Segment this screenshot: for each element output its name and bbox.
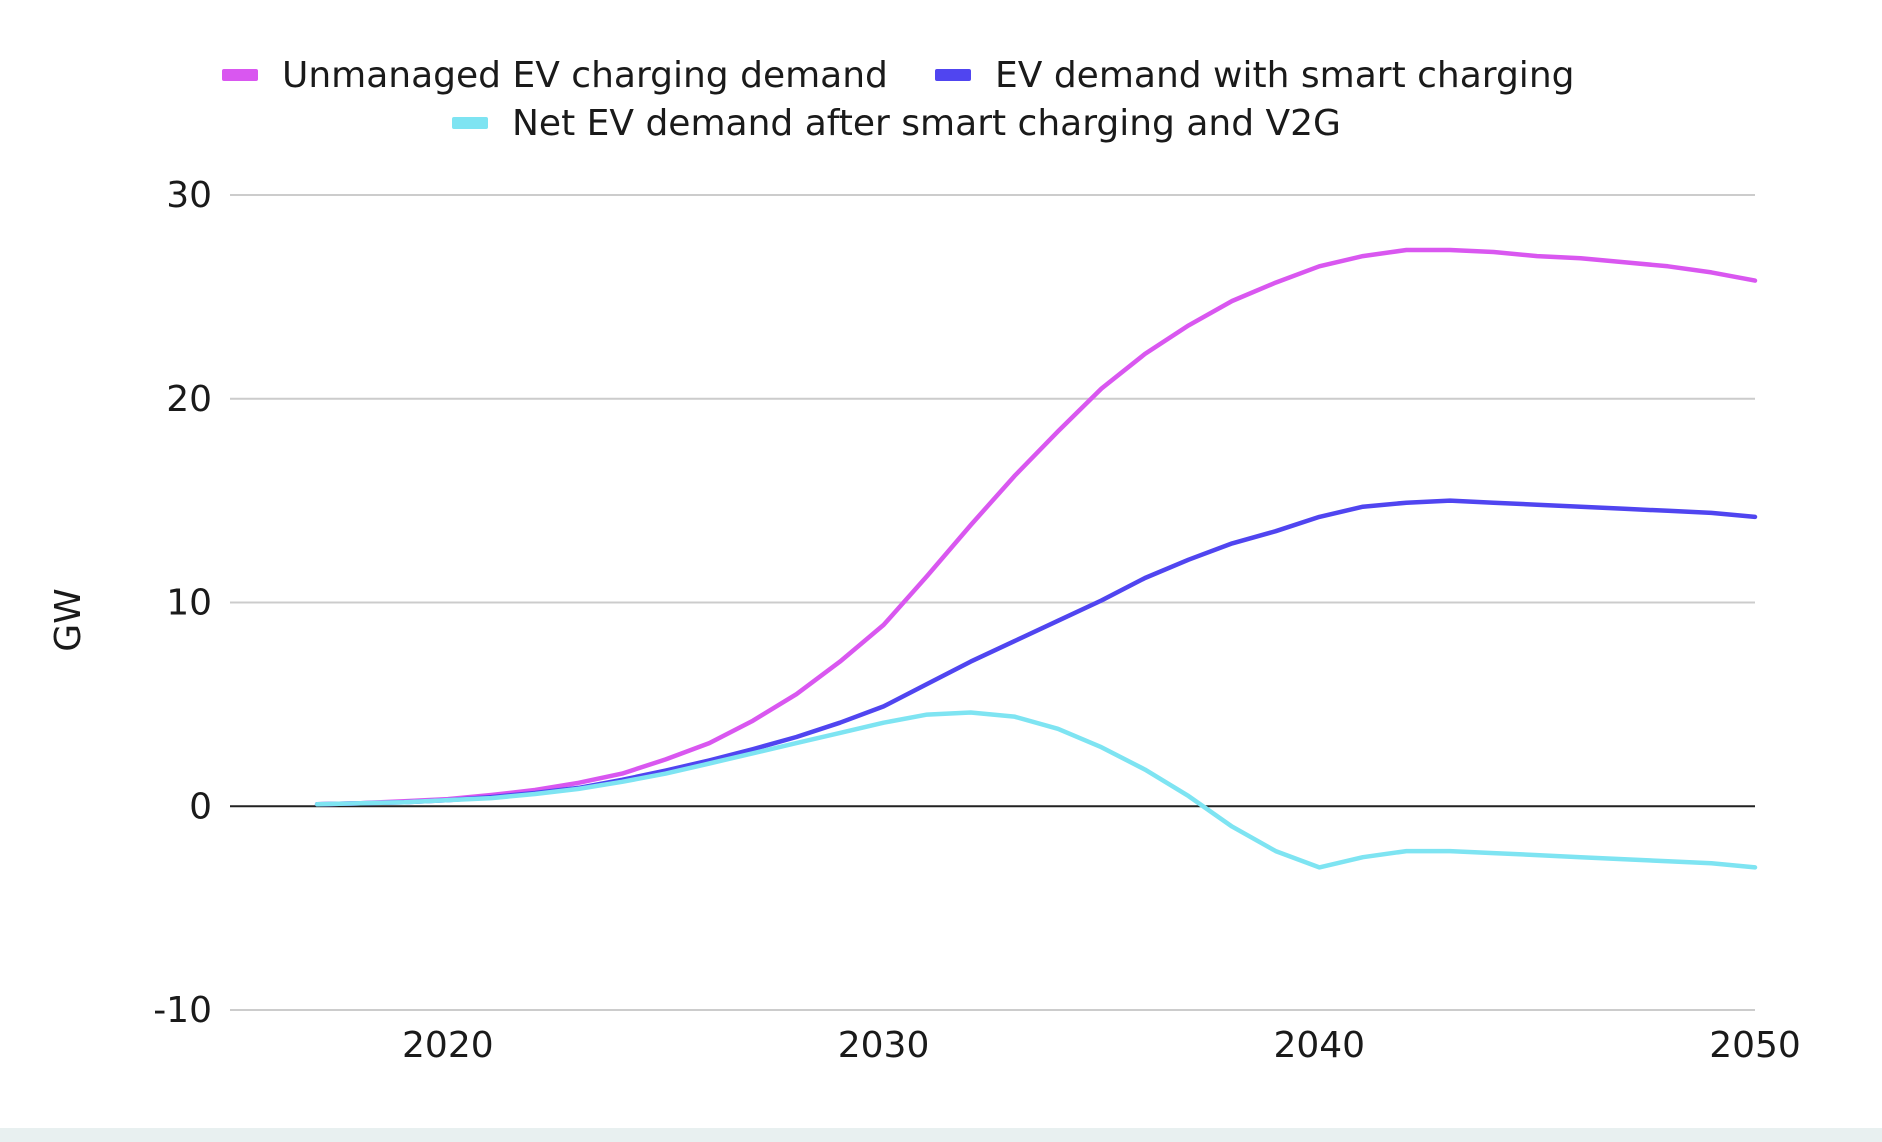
legend: Unmanaged EV charging demand EV demand wi… (222, 55, 1574, 144)
legend-swatch (222, 69, 258, 81)
x-tick-label: 2050 (1709, 1025, 1801, 1066)
legend-swatch (452, 117, 488, 129)
y-tick-label: 0 (189, 786, 212, 827)
x-tick-label: 2040 (1273, 1025, 1365, 1066)
y-tick-label: 30 (166, 175, 212, 216)
legend-label: Unmanaged EV charging demand (282, 55, 888, 96)
series-line-2 (314, 498, 1758, 807)
grid-lines (230, 194, 1755, 1011)
y-axis-ticks: 30 20 10 0 -10 (153, 175, 212, 1031)
x-axis-ticks: 2020 2030 2040 2050 (402, 1025, 1801, 1066)
series-lines (314, 247, 1758, 870)
series-line-1 (314, 247, 1758, 807)
y-tick-label: 20 (166, 379, 212, 420)
y-axis-label: GW (48, 588, 89, 652)
series-line-3 (314, 710, 1758, 870)
legend-swatch (935, 69, 971, 81)
y-tick-label: 10 (166, 583, 212, 624)
x-tick-label: 2020 (402, 1025, 494, 1066)
bottom-strip (0, 1128, 1882, 1142)
legend-label: EV demand with smart charging (995, 55, 1574, 96)
legend-label: Net EV demand after smart charging and V… (512, 103, 1341, 144)
x-tick-label: 2030 (838, 1025, 930, 1066)
y-tick-label: -10 (153, 990, 212, 1031)
